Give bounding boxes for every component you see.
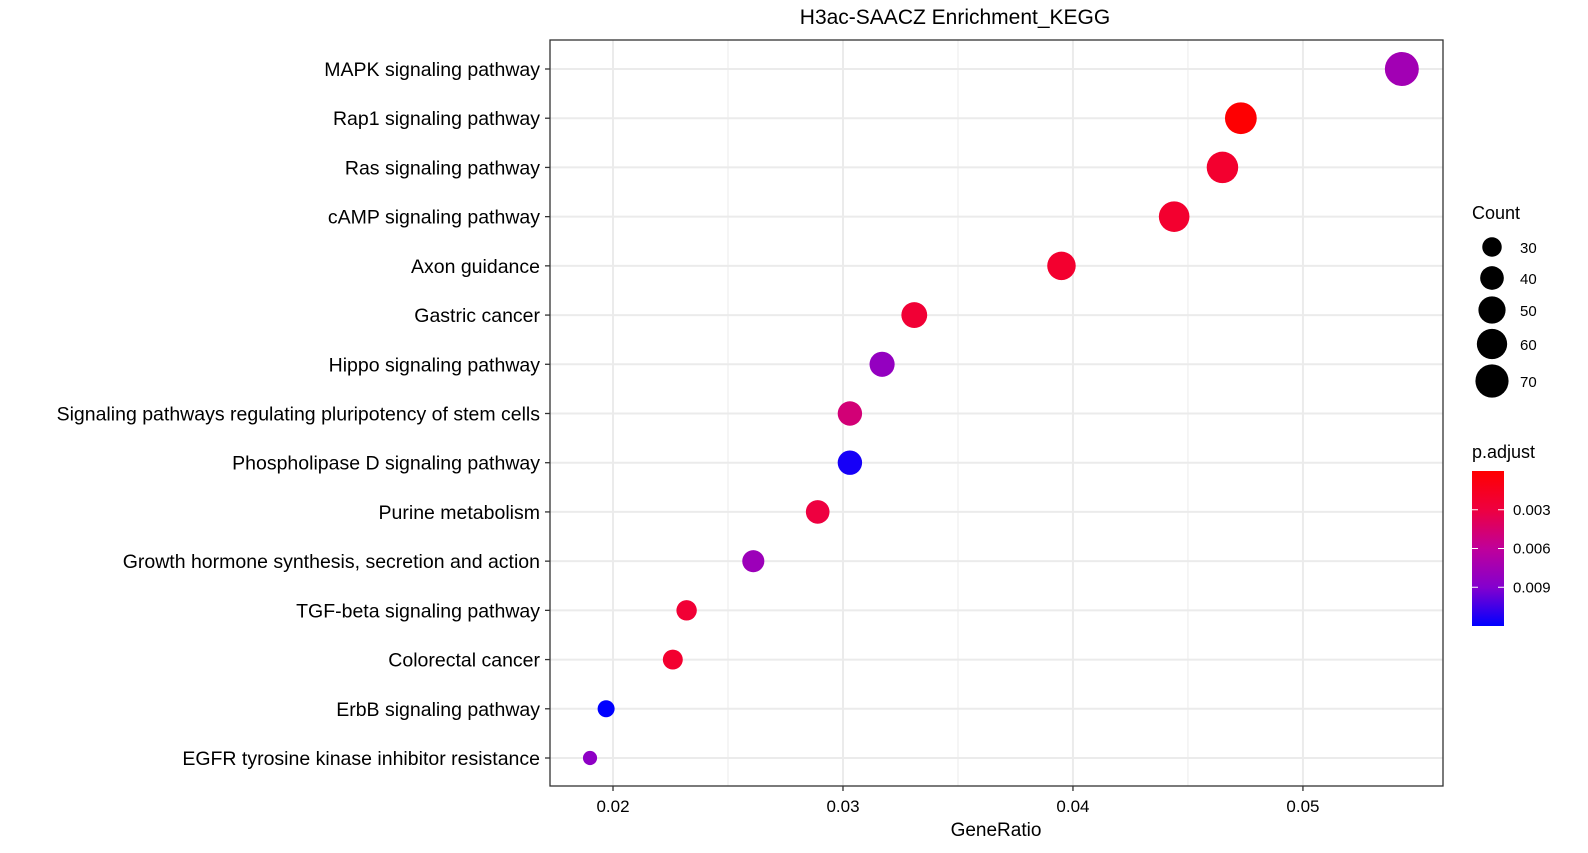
data-point [869, 351, 895, 377]
x-axis: 0.02 0.03 0.04 0.05 [596, 786, 1319, 816]
x-tick-label: 0.03 [826, 797, 859, 816]
count-legend-key [1482, 237, 1502, 257]
data-point [837, 401, 863, 426]
chart-title: H3ac-SAACZ Enrichment_KEGG [800, 6, 1110, 29]
y-tick-label: Rap1 signaling pathway [333, 108, 540, 130]
count-legend-label: 40 [1520, 271, 1537, 288]
x-tick-label: 0.04 [1056, 797, 1089, 816]
y-tick-label: Axon guidance [411, 256, 540, 278]
y-tick-label: Ras signaling pathway [345, 157, 540, 179]
y-tick-label: MAPK signaling pathway [324, 59, 540, 81]
y-tick-label: Colorectal cancer [388, 650, 540, 672]
data-point [597, 700, 615, 718]
data-point [1206, 151, 1239, 184]
y-tick-label: Hippo signaling pathway [329, 354, 541, 376]
p-adjust-legend: p.adjust 0.003 0.006 0.009 [1472, 442, 1551, 626]
data-point [742, 550, 765, 573]
data-point [676, 600, 697, 621]
plot-panel-border [549, 39, 1444, 787]
y-tick-label: ErbB signaling pathway [336, 699, 540, 721]
x-tick-label: 0.02 [596, 797, 629, 816]
y-tick-label: cAMP signaling pathway [328, 207, 540, 229]
count-legend-label: 70 [1520, 374, 1537, 391]
count-legend-label: 30 [1520, 240, 1537, 257]
y-tick-label: EGFR tyrosine kinase inhibitor resistanc… [182, 748, 540, 770]
p-adjust-legend-title: p.adjust [1472, 442, 1535, 462]
y-tick-label: Phospholipase D signaling pathway [232, 453, 540, 475]
count-legend-key [1480, 266, 1504, 290]
x-axis-label: GeneRatio [951, 820, 1042, 841]
colorbar-tick-label: 0.003 [1513, 502, 1551, 519]
colorbar-tick-label: 0.009 [1513, 579, 1551, 596]
data-point [901, 302, 928, 328]
x-tick-label: 0.05 [1286, 797, 1319, 816]
grid [550, 40, 1443, 786]
data-point [805, 500, 830, 524]
count-legend-key [1476, 328, 1508, 360]
data-point [837, 450, 863, 475]
points [582, 52, 1419, 766]
data-point [1158, 201, 1190, 232]
data-point [1384, 52, 1419, 86]
count-legend-label: 50 [1520, 303, 1537, 320]
y-axis: MAPK signaling pathway Rap1 signaling pat… [57, 59, 550, 770]
colorbar-tick-label: 0.006 [1513, 541, 1551, 558]
y-tick-label: Growth hormone synthesis, secretion and … [123, 551, 540, 573]
count-legend: Count 30 40 50 60 70 [1472, 203, 1537, 398]
y-tick-label: Purine metabolism [379, 502, 540, 524]
data-point [662, 649, 683, 670]
count-legend-key [1478, 296, 1506, 324]
count-legend-label: 60 [1520, 337, 1537, 354]
y-tick-label: Signaling pathways regulating pluripoten… [57, 404, 541, 426]
y-tick-label: TGF-beta signaling pathway [296, 600, 540, 622]
data-point [1047, 251, 1076, 281]
count-legend-key [1475, 364, 1509, 398]
data-point [1224, 102, 1257, 135]
data-point [582, 750, 598, 766]
y-tick-label: Gastric cancer [414, 305, 540, 327]
count-legend-title: Count [1472, 203, 1520, 223]
